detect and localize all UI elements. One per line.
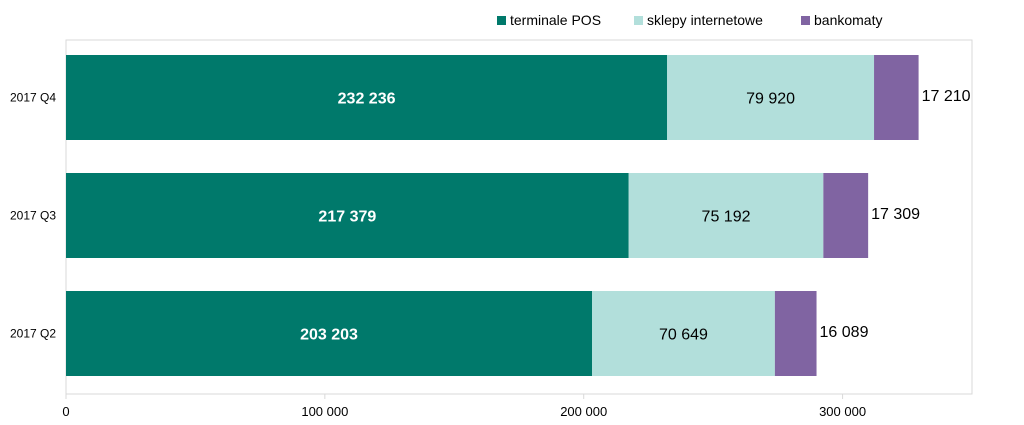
x-tick-label: 300 000	[819, 404, 866, 419]
bar-segment	[66, 291, 593, 376]
category-label: 2017 Q3	[10, 209, 56, 223]
legend-label: terminale POS	[510, 12, 601, 28]
bar-segment	[874, 55, 919, 140]
data-label: 203 203	[300, 327, 358, 344]
bar-segment	[823, 173, 869, 258]
data-label: 17 309	[871, 206, 920, 223]
bar-segment	[774, 291, 817, 376]
legend-swatch	[634, 16, 643, 25]
legend-swatch	[497, 16, 506, 25]
x-tick-label: 0	[62, 404, 69, 419]
data-label: 232 236	[338, 91, 396, 108]
data-label: 70 649	[659, 327, 708, 344]
data-label: 16 089	[820, 324, 869, 341]
category-label: 2017 Q2	[10, 327, 56, 341]
data-label: 17 210	[922, 88, 971, 105]
bar-segment	[667, 55, 875, 140]
bar-segment	[628, 173, 824, 258]
data-label: 79 920	[746, 91, 795, 108]
category-labels: 2017 Q4 2017 Q3 2017 Q2	[10, 91, 56, 341]
legend-swatch	[801, 16, 810, 25]
bar-segment	[592, 291, 775, 376]
bar-segment	[66, 55, 668, 140]
category-label: 2017 Q4	[10, 91, 56, 105]
data-label: 75 192	[702, 209, 751, 226]
bars: 232 236 79 920 17 210 217 379 75 192 17 309 20…	[66, 55, 971, 376]
x-tick-label: 200 000	[560, 404, 607, 419]
legend-label: bankomaty	[814, 12, 882, 28]
legend-label: sklepy internetowe	[647, 12, 763, 28]
x-axis: 0 100 000 200 000 300 000	[62, 394, 866, 419]
legend: terminale POS sklepy internetowe bankomaty	[497, 12, 882, 28]
data-label: 217 379	[318, 209, 376, 226]
bar-segment	[66, 173, 629, 258]
x-tick-label: 100 000	[301, 404, 348, 419]
